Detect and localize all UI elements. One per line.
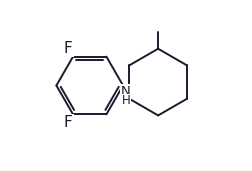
Text: H: H	[121, 94, 130, 107]
Text: F: F	[64, 41, 72, 56]
Text: F: F	[64, 115, 72, 130]
Text: N: N	[120, 85, 130, 98]
